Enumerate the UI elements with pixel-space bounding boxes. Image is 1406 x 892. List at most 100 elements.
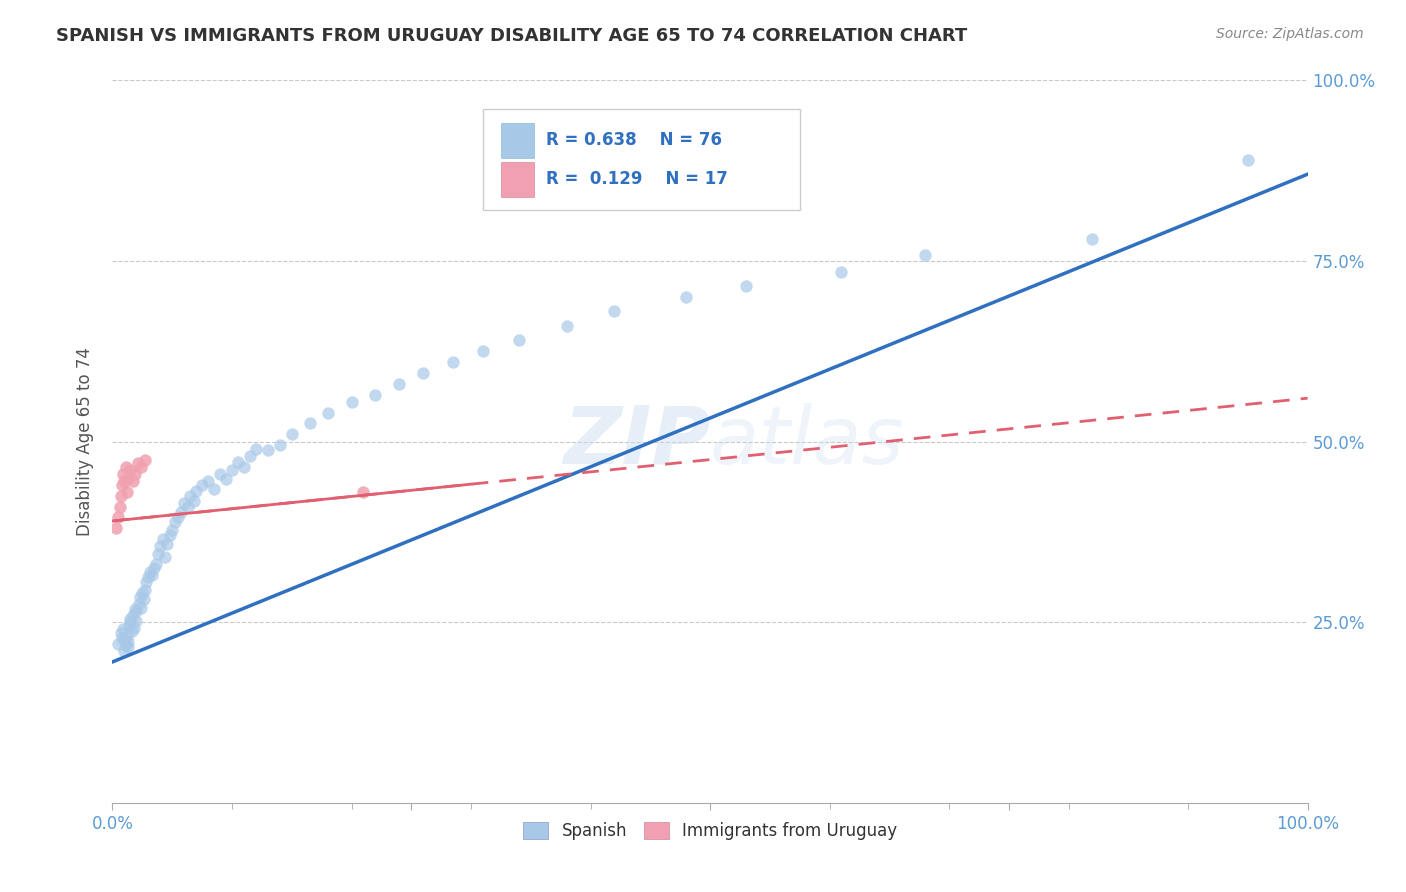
Point — [121, 475, 143, 489]
Point — [111, 478, 134, 492]
Text: atlas: atlas — [710, 402, 905, 481]
Point — [183, 493, 205, 508]
Point — [105, 521, 128, 535]
FancyBboxPatch shape — [501, 123, 534, 158]
Point — [120, 615, 142, 630]
Point — [388, 376, 411, 391]
Text: R =  0.129    N = 17: R = 0.129 N = 17 — [547, 170, 728, 188]
Point — [152, 532, 174, 546]
Point — [124, 602, 146, 616]
Point — [735, 279, 758, 293]
Point — [340, 394, 363, 409]
Point — [117, 470, 139, 484]
Point — [127, 456, 149, 470]
Point — [298, 417, 321, 431]
Point — [555, 318, 578, 333]
Point — [115, 485, 138, 500]
Point — [131, 586, 153, 600]
Point — [115, 630, 138, 644]
Point — [233, 459, 256, 474]
Point — [245, 442, 267, 456]
Point — [316, 406, 339, 420]
Point — [138, 570, 160, 584]
Point — [141, 568, 163, 582]
Point — [138, 565, 160, 579]
Point — [191, 478, 214, 492]
Point — [110, 489, 132, 503]
Point — [177, 500, 200, 514]
Point — [114, 475, 135, 489]
Point — [156, 537, 179, 551]
Point — [120, 463, 142, 477]
Text: SPANISH VS IMMIGRANTS FROM URUGUAY DISABILITY AGE 65 TO 74 CORRELATION CHART: SPANISH VS IMMIGRANTS FROM URUGUAY DISAB… — [56, 27, 967, 45]
Point — [257, 443, 280, 458]
Text: R = 0.638    N = 76: R = 0.638 N = 76 — [547, 131, 723, 149]
Point — [112, 467, 135, 481]
Point — [129, 590, 152, 604]
Point — [226, 455, 249, 469]
Point — [117, 640, 139, 655]
Point — [129, 600, 152, 615]
Point — [112, 623, 135, 637]
Point — [209, 467, 232, 481]
Point — [239, 449, 262, 463]
Point — [1237, 153, 1260, 167]
Point — [197, 475, 219, 489]
Point — [118, 619, 141, 633]
Point — [163, 516, 186, 530]
Point — [914, 248, 936, 262]
Point — [108, 500, 131, 514]
Point — [114, 459, 136, 474]
Point — [122, 621, 145, 635]
Point — [1081, 232, 1104, 246]
Point — [145, 558, 167, 572]
Point — [124, 467, 146, 481]
Point — [129, 459, 152, 474]
Point — [125, 604, 148, 618]
Point — [472, 344, 495, 359]
Point — [125, 614, 148, 628]
FancyBboxPatch shape — [501, 162, 534, 196]
Point — [508, 334, 530, 348]
Text: ZIP: ZIP — [562, 402, 710, 481]
Point — [603, 304, 626, 318]
Point — [143, 561, 166, 575]
Point — [134, 582, 156, 597]
Point — [114, 644, 135, 658]
Point — [215, 472, 238, 486]
Point — [117, 635, 139, 649]
Point — [179, 489, 201, 503]
Point — [110, 626, 132, 640]
Point — [831, 265, 853, 279]
Point — [202, 482, 225, 496]
Y-axis label: Disability Age 65 to 74: Disability Age 65 to 74 — [76, 347, 94, 536]
Point — [221, 463, 243, 477]
Point — [134, 452, 156, 467]
Point — [675, 290, 697, 304]
Point — [114, 638, 136, 652]
Point — [169, 505, 191, 519]
Point — [121, 607, 143, 622]
Point — [121, 624, 143, 638]
Point — [159, 528, 181, 542]
Point — [132, 592, 155, 607]
Point — [128, 597, 150, 611]
Point — [111, 631, 134, 645]
Legend: Spanish, Immigrants from Uruguay: Spanish, Immigrants from Uruguay — [516, 815, 904, 847]
Point — [281, 427, 304, 442]
Point — [269, 438, 291, 452]
Point — [107, 637, 129, 651]
Point — [352, 485, 374, 500]
Point — [107, 510, 129, 524]
Point — [149, 539, 172, 553]
Text: Source: ZipAtlas.com: Source: ZipAtlas.com — [1216, 27, 1364, 41]
Point — [114, 633, 135, 648]
FancyBboxPatch shape — [484, 109, 800, 211]
Point — [162, 523, 183, 537]
Point — [153, 550, 176, 565]
Point — [120, 611, 142, 625]
Point — [186, 483, 208, 498]
Point — [441, 355, 464, 369]
Point — [135, 575, 157, 590]
Point — [146, 547, 169, 561]
